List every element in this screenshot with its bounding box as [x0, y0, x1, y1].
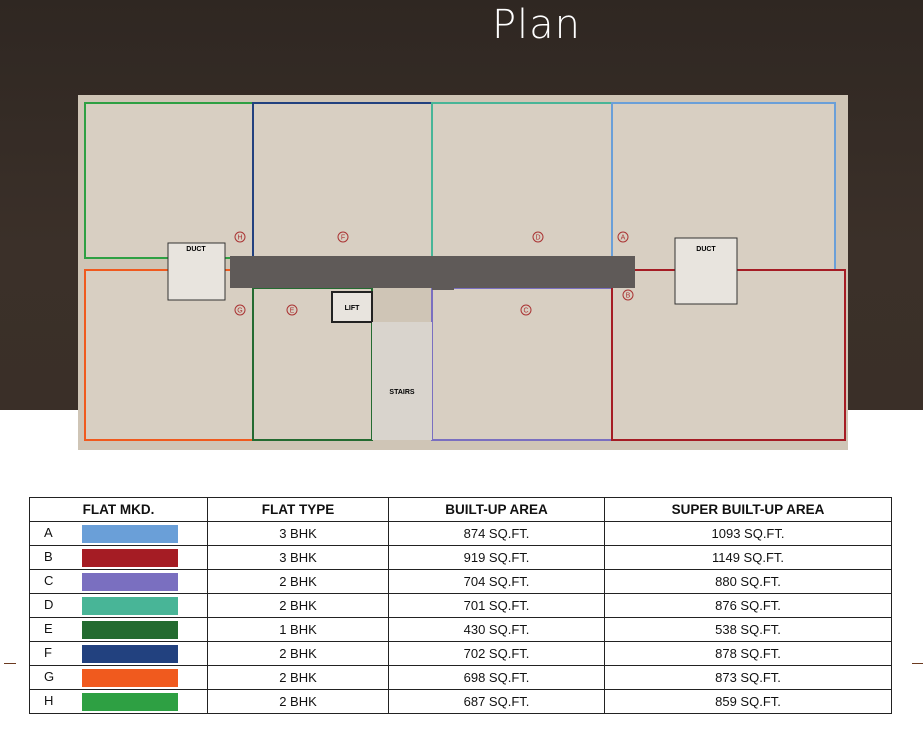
flat-color-swatch	[82, 524, 178, 543]
flat-marker-circle	[286, 304, 298, 316]
flat-mark-cell: H	[29, 689, 208, 714]
margin-tick	[912, 663, 923, 664]
flat-color-swatch	[82, 644, 178, 663]
flat-c	[431, 287, 613, 441]
flat-color-swatch	[82, 692, 178, 711]
table-row: F 2 BHK 702 SQ.FT. 878 SQ.FT.	[29, 641, 892, 666]
flat-type: 1 BHK	[207, 617, 389, 642]
super-built-up-area: 876 SQ.FT.	[604, 593, 892, 618]
floor-plan: H F D A G E C B DUCT DUCT LIFT STAIRS	[78, 95, 848, 450]
flat-marker-label: H	[237, 235, 242, 242]
duct-label: DUCT	[186, 246, 206, 253]
super-built-up-area: 878 SQ.FT.	[604, 641, 892, 666]
flat-mark: D	[44, 596, 54, 612]
built-up-area: 701 SQ.FT.	[388, 593, 605, 618]
table-row: E 1 BHK 430 SQ.FT. 538 SQ.FT.	[29, 617, 892, 642]
table-row: G 2 BHK 698 SQ.FT. 873 SQ.FT.	[29, 665, 892, 690]
flat-marker-circle	[337, 231, 349, 243]
flat-marker-circle	[622, 289, 634, 301]
super-built-up-area: 538 SQ.FT.	[604, 617, 892, 642]
flat-mark: F	[44, 644, 52, 660]
flat-marker-label: C	[523, 308, 528, 315]
flat-mark: B	[44, 548, 53, 564]
flat-type: 3 BHK	[207, 545, 389, 570]
table-row: A 3 BHK 874 SQ.FT. 1093 SQ.FT.	[29, 521, 892, 546]
flat-type: 2 BHK	[207, 689, 389, 714]
flat-color-swatch	[82, 596, 178, 615]
flat-d	[431, 102, 613, 259]
column-header: FLAT TYPE	[207, 497, 389, 522]
flat-color-swatch	[82, 620, 178, 639]
lift-label: LIFT	[345, 305, 360, 312]
table-header-row: FLAT MKD. FLAT TYPE BUILT-UP AREA SUPER …	[29, 497, 892, 522]
flat-mark-cell: B	[29, 545, 208, 570]
duct-label: DUCT	[696, 246, 716, 253]
built-up-area: 430 SQ.FT.	[388, 617, 605, 642]
built-up-area: 702 SQ.FT.	[388, 641, 605, 666]
super-built-up-area: 1093 SQ.FT.	[604, 521, 892, 546]
flat-h	[84, 102, 254, 259]
flat-marker-label: F	[341, 235, 345, 242]
table-row: C 2 BHK 704 SQ.FT. 880 SQ.FT.	[29, 569, 892, 594]
flat-marker-label: B	[626, 293, 631, 300]
built-up-area: 704 SQ.FT.	[388, 569, 605, 594]
flat-mark: H	[44, 692, 54, 708]
margin-tick	[4, 663, 16, 664]
flat-marker-circle	[234, 231, 246, 243]
flat-mark: C	[44, 572, 54, 588]
lift	[331, 291, 373, 323]
built-up-area: 687 SQ.FT.	[388, 689, 605, 714]
flat-type: 2 BHK	[207, 569, 389, 594]
flat-type: 3 BHK	[207, 521, 389, 546]
flat-type: 2 BHK	[207, 641, 389, 666]
duct-right	[674, 237, 738, 305]
stairs-label: STAIRS	[389, 389, 414, 396]
super-built-up-area: 859 SQ.FT.	[604, 689, 892, 714]
flat-mark-cell: E	[29, 617, 208, 642]
flat-type: 2 BHK	[207, 665, 389, 690]
corridor	[432, 256, 454, 290]
flat-marker-label: A	[621, 235, 626, 242]
super-built-up-area: 1149 SQ.FT.	[604, 545, 892, 570]
table-row: D 2 BHK 701 SQ.FT. 876 SQ.FT.	[29, 593, 892, 618]
flat-mark: E	[44, 620, 53, 636]
built-up-area: 919 SQ.FT.	[388, 545, 605, 570]
table-row: B 3 BHK 919 SQ.FT. 1149 SQ.FT.	[29, 545, 892, 570]
flat-area-table: FLAT MKD. FLAT TYPE BUILT-UP AREA SUPER …	[29, 497, 892, 714]
flat-marker-circle	[617, 231, 629, 243]
flat-mark-cell: F	[29, 641, 208, 666]
flat-marker-circle	[532, 231, 544, 243]
flat-color-swatch	[82, 572, 178, 591]
table-row: H 2 BHK 687 SQ.FT. 859 SQ.FT.	[29, 689, 892, 714]
flat-mark: G	[44, 668, 55, 684]
flat-marker-circle	[234, 304, 246, 316]
flat-marker-label: G	[237, 308, 242, 315]
flat-mark: A	[44, 524, 53, 540]
column-header: BUILT-UP AREA	[388, 497, 605, 522]
super-built-up-area: 880 SQ.FT.	[604, 569, 892, 594]
flat-color-swatch	[82, 668, 178, 687]
page-title: Plan	[491, 2, 582, 48]
super-built-up-area: 873 SQ.FT.	[604, 665, 892, 690]
flat-marker-circle	[520, 304, 532, 316]
column-header: FLAT MKD.	[29, 497, 208, 522]
flat-marker-label: D	[535, 235, 540, 242]
flat-mark-cell: D	[29, 593, 208, 618]
flat-marker-label: E	[290, 308, 295, 315]
flat-type: 2 BHK	[207, 593, 389, 618]
duct-left	[167, 242, 226, 301]
stairs	[372, 322, 432, 440]
flat-color-swatch	[82, 548, 178, 567]
flat-mark-cell: C	[29, 569, 208, 594]
column-header: SUPER BUILT-UP AREA	[604, 497, 892, 522]
flat-mark-cell: A	[29, 521, 208, 546]
built-up-area: 698 SQ.FT.	[388, 665, 605, 690]
built-up-area: 874 SQ.FT.	[388, 521, 605, 546]
flat-mark-cell: G	[29, 665, 208, 690]
